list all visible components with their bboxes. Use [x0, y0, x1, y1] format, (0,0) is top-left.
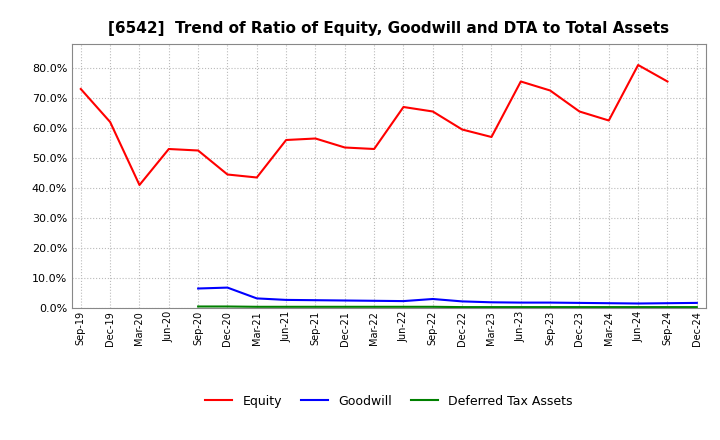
- Goodwill: [194, 286, 202, 291]
- Goodwill: [370, 298, 379, 304]
- Goodwill: [311, 297, 320, 303]
- Goodwill: [575, 300, 584, 305]
- Equity: [399, 104, 408, 110]
- Goodwill: [223, 285, 232, 290]
- Equity: [575, 109, 584, 114]
- Equity: [663, 79, 672, 84]
- Line: Goodwill: Goodwill: [198, 288, 697, 304]
- Goodwill: [458, 299, 467, 304]
- Deferred Tax Assets: [605, 304, 613, 310]
- Legend: Equity, Goodwill, Deferred Tax Assets: Equity, Goodwill, Deferred Tax Assets: [200, 390, 577, 413]
- Equity: [164, 147, 173, 152]
- Deferred Tax Assets: [428, 304, 437, 309]
- Goodwill: [693, 300, 701, 305]
- Deferred Tax Assets: [546, 304, 554, 310]
- Deferred Tax Assets: [311, 304, 320, 309]
- Goodwill: [282, 297, 290, 303]
- Equity: [194, 148, 202, 153]
- Equity: [223, 172, 232, 177]
- Equity: [634, 62, 642, 68]
- Deferred Tax Assets: [399, 304, 408, 309]
- Equity: [106, 119, 114, 125]
- Goodwill: [546, 300, 554, 305]
- Deferred Tax Assets: [693, 304, 701, 310]
- Equity: [311, 136, 320, 141]
- Goodwill: [428, 297, 437, 302]
- Equity: [370, 147, 379, 152]
- Deferred Tax Assets: [282, 304, 290, 309]
- Equity: [135, 182, 144, 187]
- Equity: [458, 127, 467, 132]
- Goodwill: [487, 300, 496, 305]
- Equity: [487, 134, 496, 139]
- Equity: [341, 145, 349, 150]
- Title: [6542]  Trend of Ratio of Equity, Goodwill and DTA to Total Assets: [6542] Trend of Ratio of Equity, Goodwil…: [108, 21, 670, 36]
- Equity: [253, 175, 261, 180]
- Deferred Tax Assets: [223, 304, 232, 309]
- Deferred Tax Assets: [516, 304, 525, 310]
- Goodwill: [634, 301, 642, 306]
- Goodwill: [399, 298, 408, 304]
- Goodwill: [341, 298, 349, 303]
- Goodwill: [516, 300, 525, 305]
- Line: Equity: Equity: [81, 65, 667, 185]
- Deferred Tax Assets: [253, 304, 261, 309]
- Deferred Tax Assets: [487, 304, 496, 310]
- Deferred Tax Assets: [194, 304, 202, 309]
- Deferred Tax Assets: [458, 304, 467, 310]
- Deferred Tax Assets: [370, 304, 379, 309]
- Deferred Tax Assets: [341, 304, 349, 309]
- Equity: [428, 109, 437, 114]
- Equity: [282, 137, 290, 143]
- Equity: [605, 118, 613, 123]
- Deferred Tax Assets: [663, 304, 672, 310]
- Goodwill: [253, 296, 261, 301]
- Equity: [516, 79, 525, 84]
- Deferred Tax Assets: [634, 304, 642, 310]
- Equity: [76, 86, 85, 92]
- Goodwill: [663, 301, 672, 306]
- Goodwill: [605, 301, 613, 306]
- Equity: [546, 88, 554, 93]
- Deferred Tax Assets: [575, 304, 584, 310]
